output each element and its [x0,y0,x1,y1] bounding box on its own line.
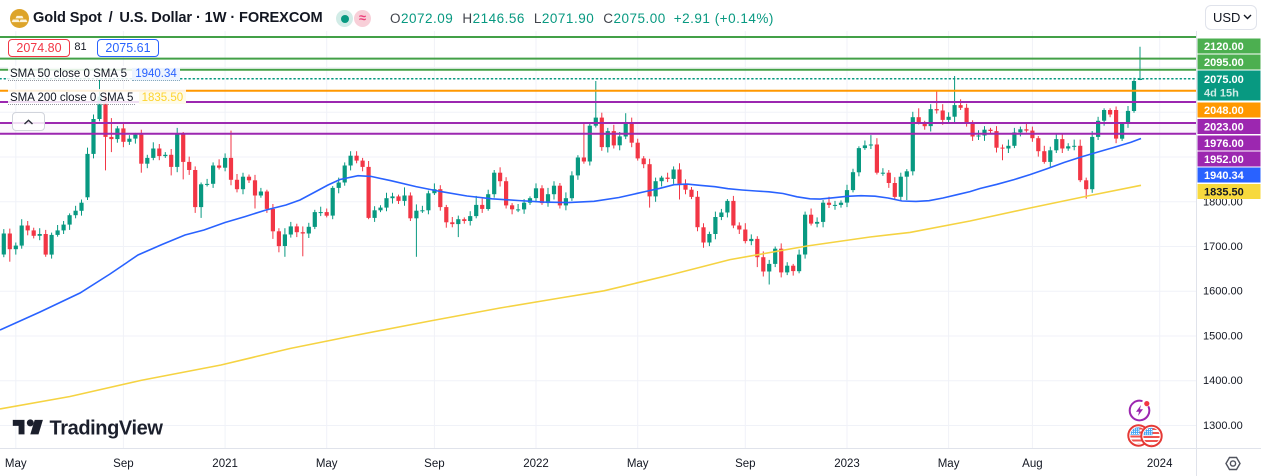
svg-text:2024: 2024 [1147,458,1173,470]
svg-text:1835.50: 1835.50 [1204,186,1244,198]
svg-text:Sep: Sep [424,458,444,470]
svg-text:May: May [938,458,960,470]
svg-text:2075.00: 2075.00 [1204,74,1244,86]
svg-text:2023.00: 2023.00 [1204,121,1244,133]
svg-text:1400.00: 1400.00 [1203,375,1243,387]
svg-text:2021: 2021 [212,458,238,470]
svg-text:2120.00: 2120.00 [1204,41,1244,53]
svg-text:Aug: Aug [1022,458,1042,470]
svg-text:2048.00: 2048.00 [1204,105,1244,117]
svg-text:1500.00: 1500.00 [1203,331,1243,343]
svg-text:May: May [627,458,649,470]
svg-text:4d 15h: 4d 15h [1204,88,1239,100]
svg-text:1952.00: 1952.00 [1204,154,1244,166]
svg-text:1800.00: 1800.00 [1203,196,1243,208]
svg-text:May: May [5,458,27,470]
svg-text:1700.00: 1700.00 [1203,241,1243,253]
svg-text:Sep: Sep [113,458,133,470]
svg-text:1300.00: 1300.00 [1203,420,1243,432]
svg-text:2023: 2023 [834,458,860,470]
svg-text:2095.00: 2095.00 [1204,57,1244,69]
svg-text:TradingView: TradingView [50,418,164,440]
svg-text:2022: 2022 [523,458,549,470]
svg-text:1600.00: 1600.00 [1203,286,1243,298]
svg-text:Sep: Sep [735,458,755,470]
svg-text:1976.00: 1976.00 [1204,138,1244,150]
svg-text:1940.34: 1940.34 [1204,170,1245,182]
svg-text:May: May [316,458,338,470]
